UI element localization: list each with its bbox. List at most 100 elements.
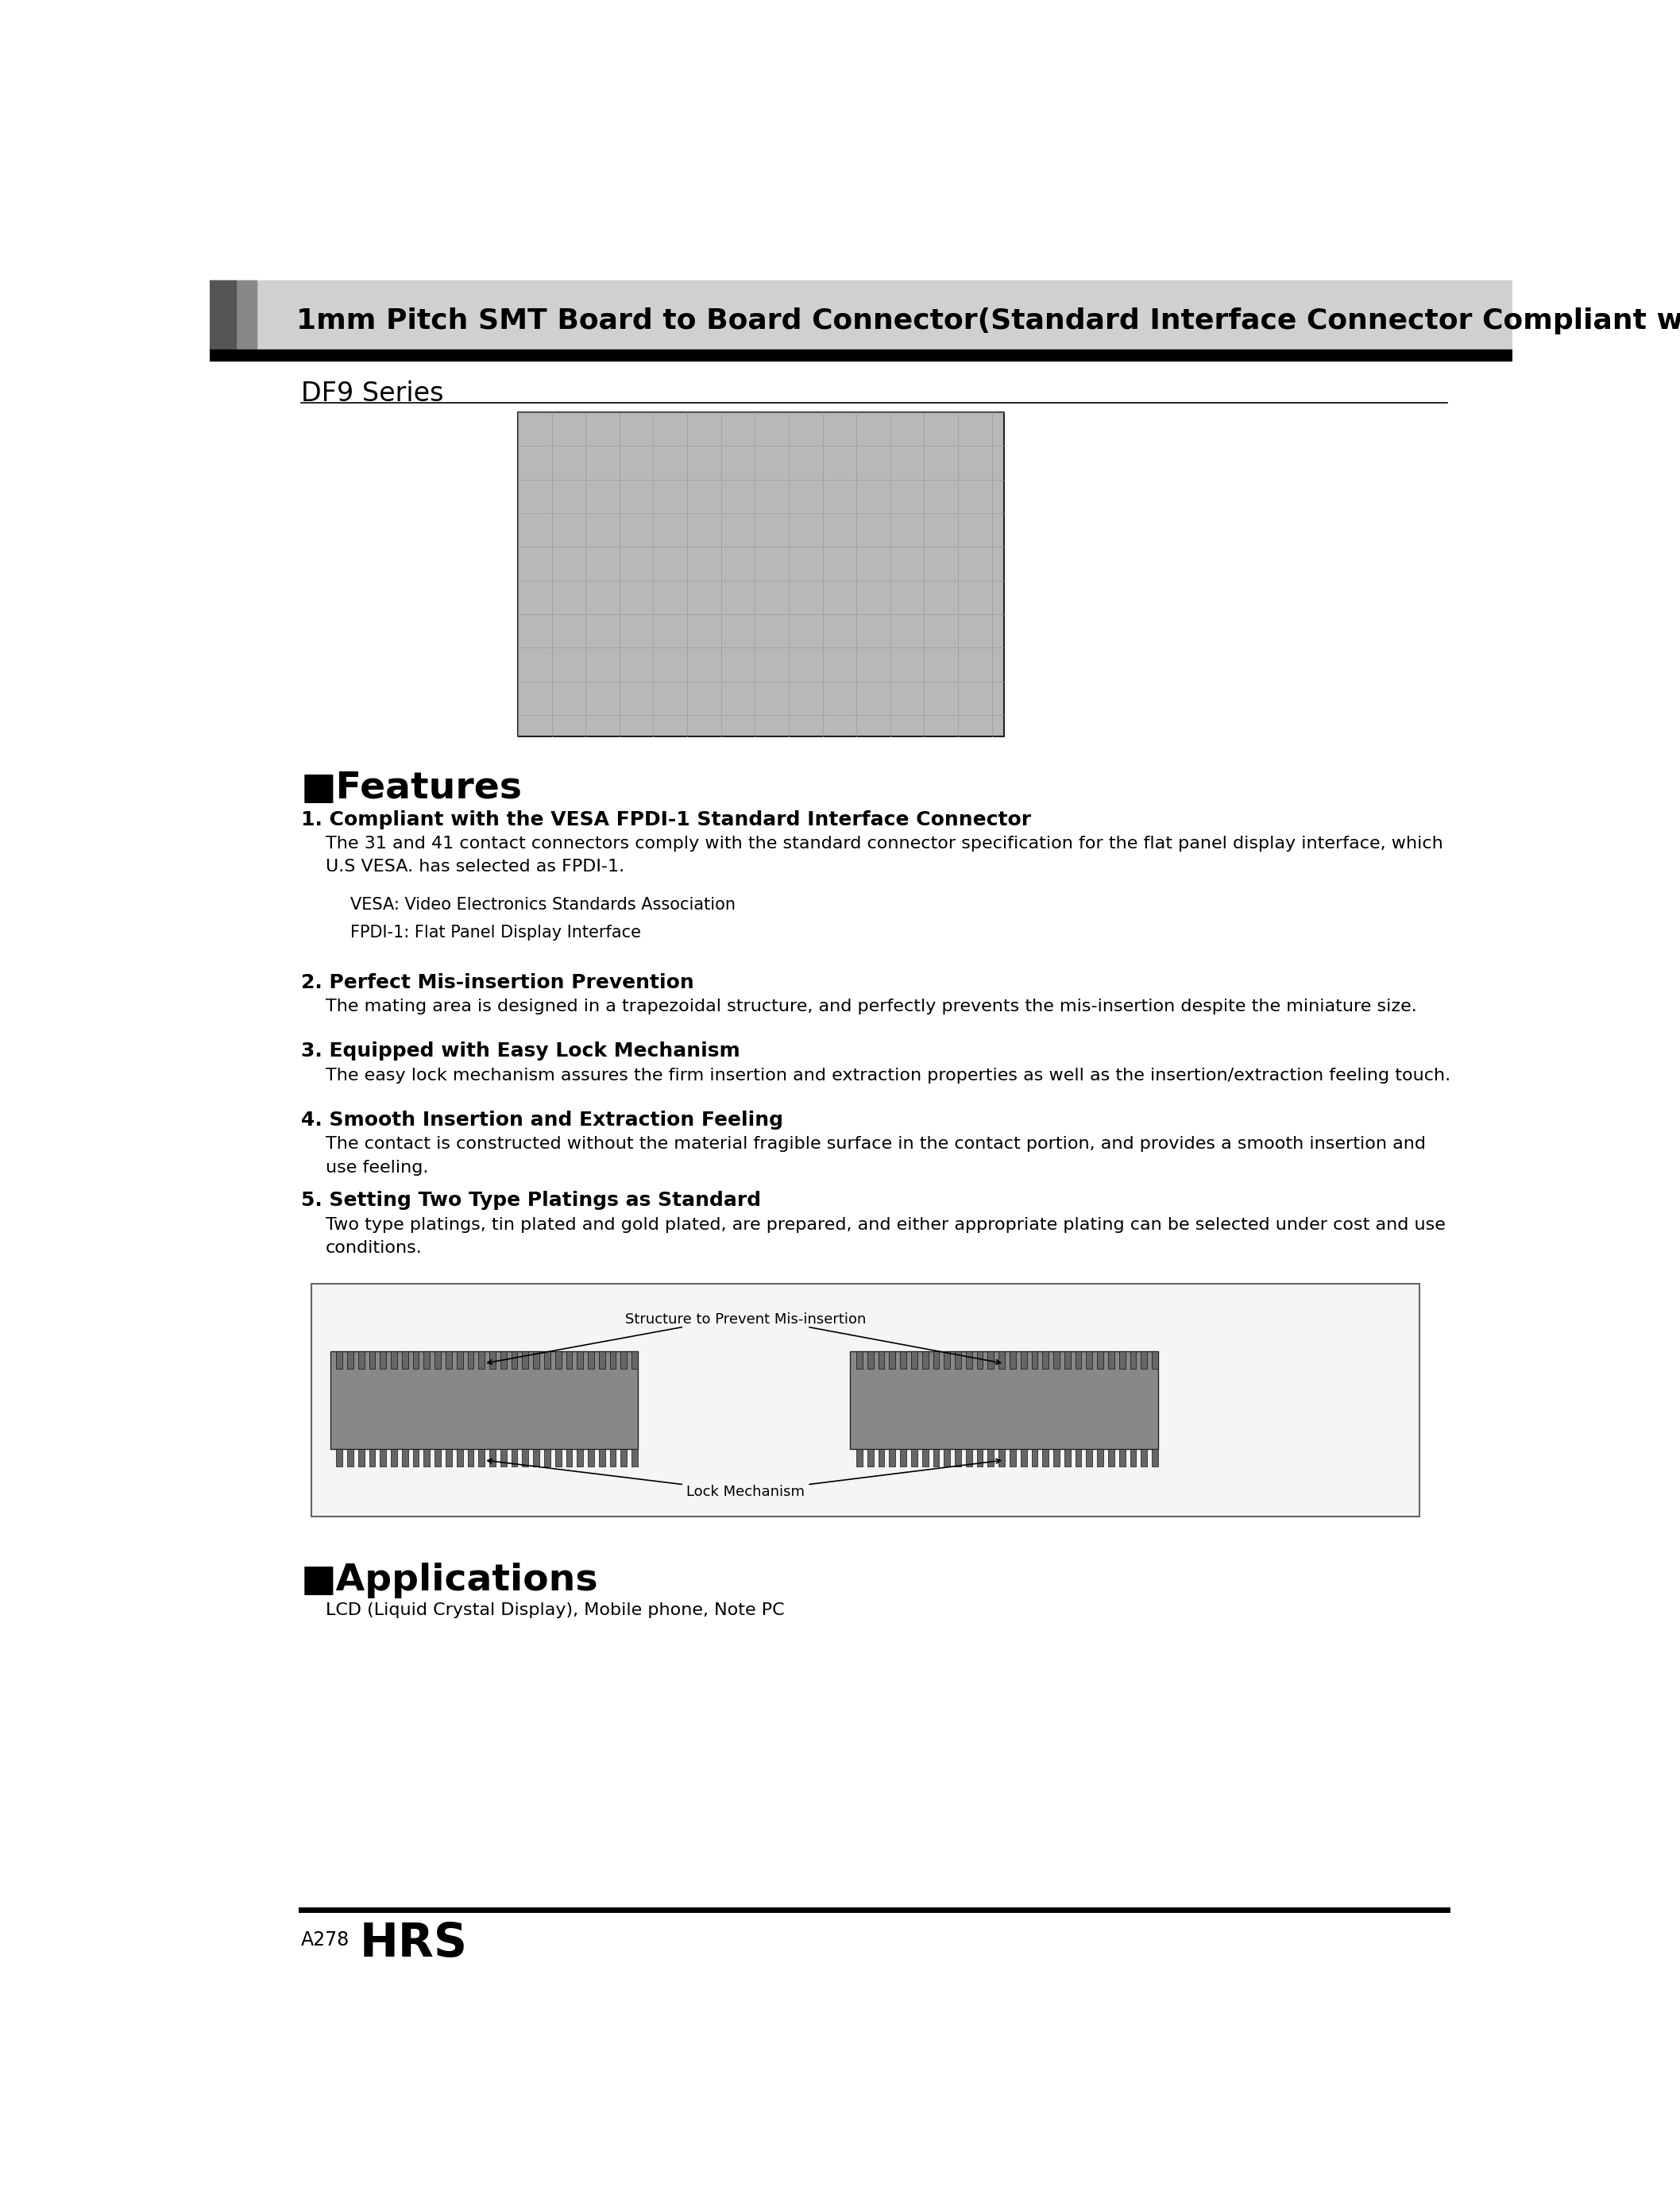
Bar [867, 1450, 874, 1465]
Bar [632, 1352, 638, 1369]
Bar [632, 1450, 638, 1465]
Bar [210, 350, 1512, 361]
Bar [1042, 1450, 1048, 1465]
Bar [998, 1352, 1005, 1369]
Bar [435, 1352, 440, 1369]
Bar [311, 1284, 1420, 1516]
Text: DF9 Series: DF9 Series [301, 381, 444, 407]
Bar [1152, 1352, 1158, 1369]
Bar [479, 1352, 484, 1369]
Bar [457, 1352, 462, 1369]
Bar [944, 1352, 951, 1369]
Bar [544, 1450, 551, 1465]
Bar [210, 262, 1512, 280]
Bar [358, 1450, 365, 1465]
Bar [900, 1450, 906, 1465]
Bar [457, 1450, 462, 1465]
Bar [348, 1352, 353, 1369]
Bar [544, 1352, 551, 1369]
Bar [1075, 1352, 1082, 1369]
Bar [1075, 1450, 1082, 1465]
Bar [1087, 1450, 1092, 1465]
Bar [598, 1352, 605, 1369]
Bar [1141, 1352, 1147, 1369]
Bar [1065, 1450, 1070, 1465]
Bar [210, 280, 235, 356]
Bar [1131, 1352, 1136, 1369]
Bar [1119, 1352, 1126, 1369]
Bar [554, 1352, 561, 1369]
Bar [1053, 1352, 1060, 1369]
Text: Structure to Prevent Mis-insertion: Structure to Prevent Mis-insertion [625, 1312, 867, 1328]
Bar [1032, 1450, 1038, 1465]
Bar [966, 1352, 973, 1369]
Bar [867, 1352, 874, 1369]
Bar [976, 1450, 983, 1465]
Text: 3. Equipped with Easy Lock Mechanism: 3. Equipped with Easy Lock Mechanism [301, 1041, 741, 1061]
Bar [620, 1450, 627, 1465]
Bar [566, 1352, 573, 1369]
Text: HRS: HRS [360, 1920, 467, 1966]
Bar [380, 1450, 386, 1465]
Bar [610, 1352, 617, 1369]
Bar [850, 1352, 1158, 1450]
Bar [501, 1352, 506, 1369]
Bar [210, 280, 255, 356]
Bar [1131, 1450, 1136, 1465]
Bar [911, 1450, 917, 1465]
Bar [370, 1450, 375, 1465]
Text: 5. Setting Two Type Platings as Standard: 5. Setting Two Type Platings as Standard [301, 1192, 761, 1209]
Bar [988, 1352, 995, 1369]
Bar [857, 1352, 862, 1369]
Bar [1119, 1450, 1126, 1465]
Bar [932, 1450, 939, 1465]
Bar [911, 1352, 917, 1369]
Bar [998, 1450, 1005, 1465]
Bar [1042, 1352, 1048, 1369]
Bar [210, 280, 1512, 356]
Bar [900, 1352, 906, 1369]
Bar [336, 1352, 343, 1369]
Bar [1109, 1352, 1114, 1369]
Bar [922, 1450, 929, 1465]
Bar [402, 1450, 408, 1465]
Bar [966, 1450, 973, 1465]
Bar [554, 1450, 561, 1465]
Text: The easy lock mechanism assures the firm insertion and extraction properties as : The easy lock mechanism assures the firm… [326, 1067, 1450, 1083]
Bar [348, 1450, 353, 1465]
Bar [501, 1450, 506, 1465]
Bar [522, 1450, 529, 1465]
Bar [1065, 1352, 1070, 1369]
Bar [445, 1450, 452, 1465]
Bar [1097, 1352, 1104, 1369]
Bar [522, 1352, 529, 1369]
Text: The mating area is designed in a trapezoidal structure, and perfectly prevents t: The mating area is designed in a trapezo… [326, 999, 1416, 1015]
Bar [576, 1352, 583, 1369]
Bar [1020, 1450, 1026, 1465]
Bar [576, 1450, 583, 1465]
Bar [413, 1352, 418, 1369]
Bar [1087, 1352, 1092, 1369]
Bar [857, 1450, 862, 1465]
Bar [588, 1352, 595, 1369]
Bar [1141, 1450, 1147, 1465]
Text: VESA: Video Electronics Standards Association: VESA: Video Electronics Standards Associ… [351, 897, 736, 912]
Bar [391, 1352, 396, 1369]
Bar [944, 1450, 951, 1465]
Bar [954, 1352, 961, 1369]
Text: 1. Compliant with the VESA FPDI-1 Standard Interface Connector: 1. Compliant with the VESA FPDI-1 Standa… [301, 809, 1032, 829]
Text: Lock Mechanism: Lock Mechanism [687, 1485, 805, 1498]
Bar [358, 1352, 365, 1369]
Bar [391, 1450, 396, 1465]
Bar [511, 1450, 517, 1465]
Bar [329, 1352, 638, 1450]
Bar [517, 413, 1005, 737]
Bar [932, 1352, 939, 1369]
Bar [533, 1450, 539, 1465]
Bar [423, 1450, 430, 1465]
Bar [922, 1352, 929, 1369]
Text: LCD (Liquid Crystal Display), Mobile phone, Note PC: LCD (Liquid Crystal Display), Mobile pho… [326, 1603, 785, 1618]
Bar [533, 1352, 539, 1369]
Bar [976, 1352, 983, 1369]
Text: The 31 and 41 contact connectors comply with the standard connector specificatio: The 31 and 41 contact connectors comply … [326, 835, 1443, 875]
